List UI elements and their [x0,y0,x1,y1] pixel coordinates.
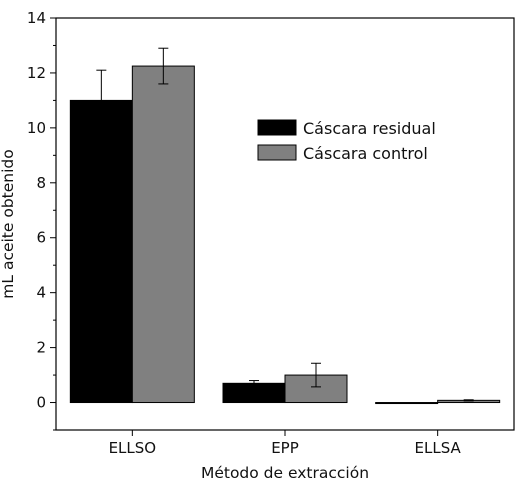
legend-entry-2: Cáscara control [257,144,428,163]
y-tick-label: 14 [27,9,46,27]
x-tick-label-ellsa: ELLSA [415,439,462,457]
y-tick-label: 6 [36,229,46,247]
legend-entry-1: Cáscara residual [257,119,436,138]
y-tick-label: 2 [36,339,46,357]
y-axis-title: mL aceite obtenido [0,149,17,298]
bar-ellso-series-1 [69,99,133,404]
y-tick-label: 10 [27,119,46,137]
error-bar-ellsa-series-2 [463,399,474,402]
y-tick-label: 12 [27,64,46,82]
y-tick-label: 8 [36,174,46,192]
bar-ellsa-series-1 [375,402,439,405]
legend-swatch [257,144,297,161]
bar-ellso-series-2 [131,65,195,404]
error-bar-ellso-series-1 [96,69,107,132]
legend: Cáscara residual Cáscara control [257,119,436,163]
y-axis: 0 2 4 6 8 10 12 14 [27,9,56,431]
error-bar-ellso-series-2 [158,47,169,85]
x-axis-title: Método de extracción [201,464,369,482]
legend-label: Cáscara control [303,144,428,163]
legend-swatch [257,119,297,136]
x-axis: ELLSO EPP ELLSA [109,430,462,457]
error-bar-epp-series-2 [311,362,321,388]
legend-label: Cáscara residual [303,119,436,138]
bars-layer [69,65,501,405]
y-tick-label: 0 [36,394,46,412]
error-bars-layer [96,47,474,402]
x-tick-label-epp: EPP [271,439,299,457]
error-bar-epp-series-1 [249,380,259,387]
y-tick-label: 4 [36,284,46,302]
x-tick-label-ellso: ELLSO [109,439,157,457]
